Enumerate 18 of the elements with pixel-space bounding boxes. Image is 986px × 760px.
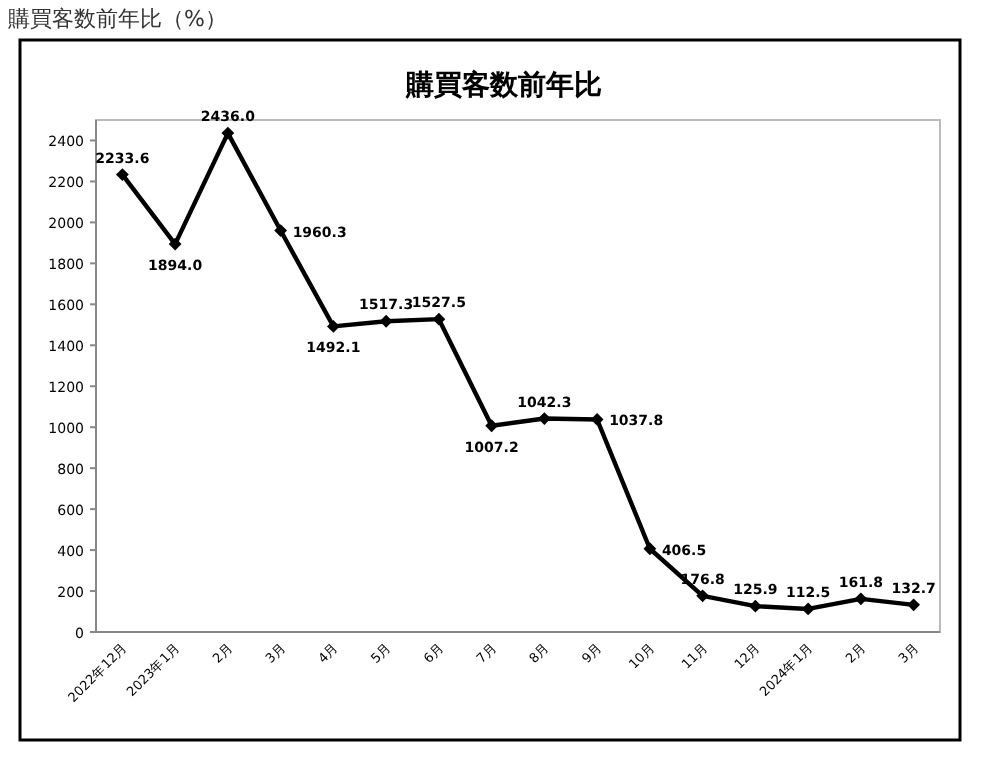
point xyxy=(326,320,340,333)
point xyxy=(907,598,921,612)
point xyxy=(748,599,762,613)
point xyxy=(115,168,129,181)
point xyxy=(590,413,604,426)
point xyxy=(274,224,288,237)
point xyxy=(537,412,551,425)
point xyxy=(379,314,393,328)
chart-subtitle: 購買客数前年比（%） xyxy=(8,6,227,32)
point xyxy=(696,589,710,603)
point xyxy=(854,592,868,606)
chart-title: 購買客数前年比 xyxy=(404,68,602,102)
point xyxy=(643,542,657,556)
point xyxy=(221,126,235,140)
point xyxy=(801,602,815,616)
point xyxy=(485,419,499,433)
point xyxy=(432,312,446,326)
point xyxy=(168,237,182,251)
